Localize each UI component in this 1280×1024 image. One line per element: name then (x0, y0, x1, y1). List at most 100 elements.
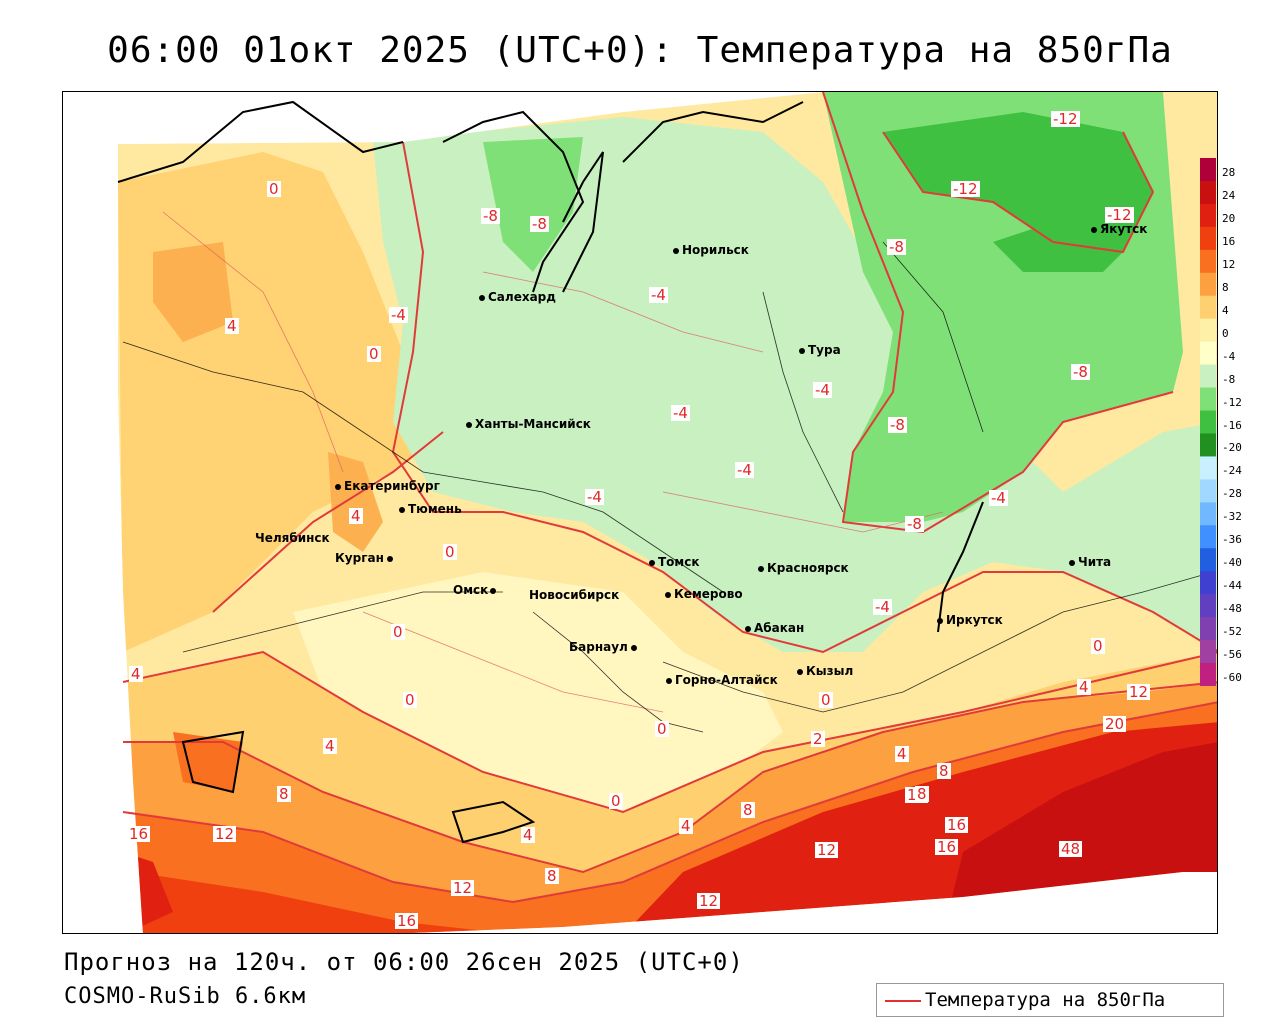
colorbar-cell (1200, 387, 1216, 412)
colorbar-cell (1200, 226, 1216, 251)
city-label: Норильск (682, 243, 749, 257)
colorbar-tick-label: -44 (1222, 579, 1242, 593)
city-label: Горно-Алтайск (675, 673, 778, 687)
isotherm-label: -8 (1071, 363, 1090, 381)
isotherm-label: 8 (277, 785, 291, 803)
city-marker-icon (490, 587, 497, 594)
city-marker-icon (630, 644, 637, 651)
colorbar-cell (1200, 663, 1216, 686)
colorbar-tick-label: -40 (1222, 556, 1242, 570)
colorbar-tick-label: 12 (1222, 257, 1236, 271)
colorbar-tick-label: -36 (1222, 533, 1242, 547)
isotherm-label: 12 (815, 841, 839, 859)
temperature-map[interactable]: Норильск Салехард Тура Якутск Ханты-Манс… (62, 91, 1218, 934)
city-label: Красноярск (767, 561, 849, 575)
city-label: Челябинск (255, 531, 330, 545)
city-label: Тюмень (408, 502, 462, 516)
isotherm-label: -4 (649, 286, 668, 304)
city-marker-icon (479, 294, 485, 301)
city-label: Курган (335, 551, 384, 565)
city-label: Иркутск (946, 613, 1003, 627)
map-title: 06:00 01окт 2025 (UTC+0): Температура на… (107, 30, 1173, 71)
city-label: Абакан (754, 621, 805, 635)
isotherm-label: -8 (887, 238, 906, 256)
isotherm-label: 48 (1059, 840, 1083, 858)
isotherm-label: 8 (545, 867, 559, 885)
colorbar-tick-label: 4 (1222, 303, 1229, 317)
city-chelyabinsk: Челябинск (255, 531, 330, 545)
colorbar-tick-label: -60 (1222, 671, 1242, 685)
city-krasnoyarsk: Красноярск (758, 561, 849, 575)
isotherm-label: 8 (915, 785, 929, 803)
isotherm-label: 20 (1103, 715, 1127, 733)
isotherm-label: 0 (443, 543, 457, 561)
city-label: Ханты-Мансийск (475, 417, 591, 431)
city-label: Кемерово (674, 587, 743, 601)
colorbar-cell (1200, 502, 1216, 526)
city-khanty-mansiysk: Ханты-Мансийск (466, 417, 591, 431)
city-marker-icon (673, 247, 679, 254)
colorbar-tick-label: 20 (1222, 211, 1236, 225)
isotherm-label: 4 (323, 737, 337, 755)
colorbar-cell (1200, 272, 1216, 297)
isotherm-label: 0 (403, 691, 417, 709)
isotherm-label: -4 (989, 489, 1008, 507)
colorbar-tick-label: -8 (1222, 372, 1236, 386)
city-label: Омск (453, 583, 489, 597)
isotherm-label: 12 (451, 879, 475, 897)
forecast-info: Прогноз на 120ч. от 06:00 26сен 2025 (UT… (64, 948, 744, 976)
city-marker-icon (1069, 559, 1075, 566)
isotherm-label: 4 (679, 817, 693, 835)
model-name: COSMO-RuSib 6.6км (64, 984, 307, 1009)
isotherm-label: -4 (389, 306, 408, 324)
city-kemerovo: Кемерово (665, 587, 743, 601)
colorbar-tick-label: -16 (1222, 418, 1242, 432)
isotherm-label: 0 (367, 345, 381, 363)
isotherm-label: 0 (1091, 637, 1105, 655)
city-gorno-altaysk: Горно-Алтайск (666, 673, 778, 687)
city-marker-icon (649, 559, 655, 566)
isotherm-label: 16 (395, 912, 419, 930)
legend-line-icon (885, 1000, 921, 1002)
city-norilsk: Норильск (673, 243, 749, 257)
colorbar-cell (1200, 203, 1216, 228)
city-kurgan: Курган (335, 551, 396, 565)
city-marker-icon (386, 555, 393, 562)
colorbar-tick-label: 24 (1222, 188, 1236, 202)
city-marker-icon (745, 625, 751, 632)
colorbar-tick-label: -12 (1222, 395, 1242, 409)
city-label: Чита (1078, 555, 1112, 569)
colorbar-tick-label: -56 (1222, 648, 1242, 662)
isotherm-label: -12 (1105, 206, 1134, 224)
isotherm-label: 0 (655, 720, 669, 738)
isotherm-label: 16 (127, 825, 151, 843)
city-kyzyl: Кызыл (797, 664, 853, 678)
colorbar-tick-label: 16 (1222, 234, 1236, 248)
city-label: Екатеринбург (344, 479, 440, 493)
city-label: Томск (658, 555, 700, 569)
isotherm-label: -8 (888, 416, 907, 434)
colorbar-cell (1200, 617, 1216, 641)
legend: Температура на 850гПа (876, 983, 1224, 1017)
isotherm-label: 12 (213, 825, 237, 843)
city-marker-icon (665, 591, 671, 598)
city-abakan: Абакан (745, 621, 804, 635)
isotherm-label: -8 (481, 207, 500, 225)
colorbar-tick-label: -52 (1222, 625, 1242, 639)
isotherm-label: -12 (1051, 110, 1080, 128)
isotherm-label: 4 (129, 665, 143, 683)
city-omsk: Омск (453, 583, 499, 597)
isotherm-label: 8 (937, 762, 951, 780)
isotherm-label: 4 (349, 507, 363, 525)
isotherm-label: 4 (895, 745, 909, 763)
city-marker-icon (399, 506, 405, 513)
isotherm-label: -4 (735, 461, 754, 479)
isotherm-label: -4 (813, 381, 832, 399)
city-marker-icon (335, 483, 341, 490)
colorbar-cell (1200, 180, 1216, 205)
colorbar-tick-label: 28 (1222, 166, 1236, 179)
isotherm-label: 4 (521, 826, 535, 844)
colorbar-cell (1200, 295, 1216, 320)
city-barnaul: Барнаул (569, 640, 640, 654)
colorbar-tick-label: -20 (1222, 441, 1242, 455)
